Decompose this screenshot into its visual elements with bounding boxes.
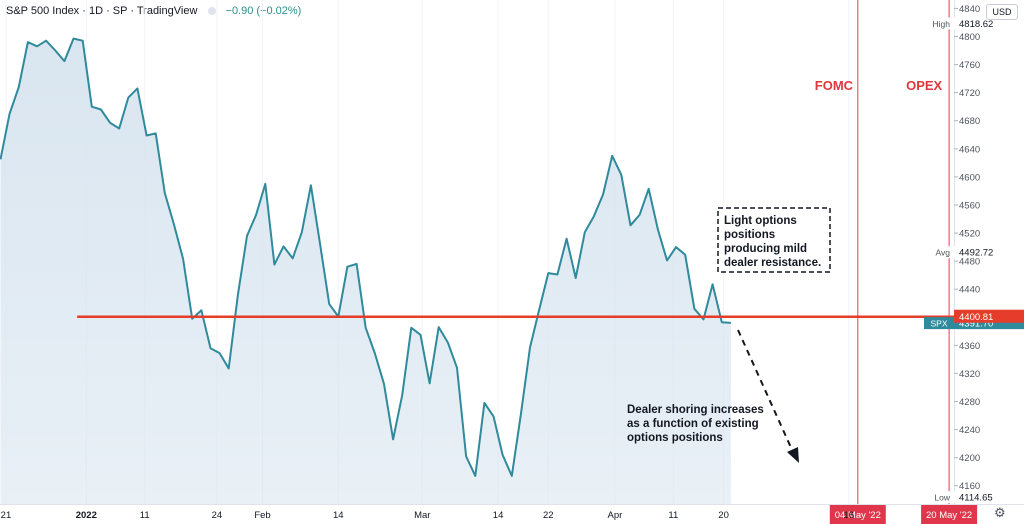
symbol-title: S&P 500 Index · 1D · SP · TradingView bbox=[6, 5, 198, 17]
x-tick-label: 11 bbox=[140, 510, 150, 521]
event-date-label: 20 May '22 bbox=[926, 510, 972, 521]
x-tick-label: 2022 bbox=[76, 510, 97, 521]
price-change: −0.90 (−0.02%) bbox=[225, 5, 302, 17]
y-tick-label: 4760 bbox=[959, 60, 980, 71]
support-price-label: 4400.81 bbox=[959, 312, 993, 323]
x-tick-label: 22 bbox=[543, 510, 554, 521]
y-tick-label: 4200 bbox=[959, 453, 980, 464]
high-tag-label: High bbox=[933, 19, 951, 29]
x-tick-label: 14 bbox=[333, 510, 344, 521]
x-tick-label: 16 bbox=[843, 510, 854, 521]
avg-price-label: 4492.72 bbox=[959, 248, 993, 259]
annotation-box-line: dealer resistance. bbox=[724, 257, 821, 269]
series-area bbox=[0, 38, 731, 504]
x-tick-label: 21 bbox=[1, 510, 12, 521]
y-tick-label: 4680 bbox=[959, 116, 980, 127]
gear-icon[interactable]: ⚙ bbox=[994, 505, 1006, 520]
x-tick-label: Feb bbox=[254, 510, 270, 521]
x-tick-label: 11 bbox=[668, 510, 678, 521]
y-tick-label: 4560 bbox=[959, 200, 980, 211]
annotation-arrow-shaft bbox=[737, 329, 794, 453]
annotation-text-line: Dealer shoring increases bbox=[627, 404, 764, 416]
low-price-label: 4114.65 bbox=[959, 493, 993, 504]
support-price-tag bbox=[954, 309, 1024, 323]
y-tick-label: 4520 bbox=[959, 229, 980, 240]
spx-tag bbox=[924, 317, 954, 330]
avg-price-bg bbox=[954, 246, 1024, 259]
y-tick-label: 4280 bbox=[959, 397, 980, 408]
currency-button[interactable]: USD bbox=[986, 4, 1018, 20]
event-date-tag bbox=[921, 505, 978, 524]
avg-tag bbox=[924, 246, 954, 259]
low-tag bbox=[924, 491, 954, 503]
event-label-fomc: FOMC bbox=[815, 78, 854, 93]
annotation-text-line: options positions bbox=[627, 432, 723, 444]
x-tick-label: 20 bbox=[718, 510, 729, 521]
annotation-text-line: as a function of existing bbox=[627, 418, 759, 430]
x-tick-label: Apr bbox=[608, 510, 623, 521]
event-date-tag bbox=[829, 505, 886, 524]
high-price-bg bbox=[954, 17, 1024, 30]
high-price-label: 4818.62 bbox=[959, 19, 993, 30]
y-tick-label: 4600 bbox=[959, 172, 980, 183]
y-tick-label: 4440 bbox=[959, 285, 980, 296]
high-tag bbox=[924, 17, 954, 30]
spx-price-label: 4391.70 bbox=[959, 319, 993, 330]
avg-tag-label: Avg bbox=[936, 248, 951, 258]
annotation-box bbox=[717, 207, 831, 273]
annotation-box-line: positions bbox=[724, 229, 775, 241]
y-tick-label: 4160 bbox=[959, 481, 980, 492]
spx-tag-label: SPX bbox=[930, 319, 947, 329]
series-line[interactable] bbox=[0, 37, 731, 477]
status-dot-icon bbox=[208, 7, 217, 15]
low-price-bg bbox=[954, 491, 1024, 503]
x-tick-label: Mar bbox=[414, 510, 430, 521]
y-tick-label: 4640 bbox=[959, 144, 980, 155]
annotation-box-line: producing mild bbox=[724, 243, 807, 255]
y-tick-label: 4360 bbox=[959, 341, 980, 352]
event-label-opex: OPEX bbox=[906, 78, 942, 93]
x-tick-label: 14 bbox=[493, 510, 504, 521]
chart-header: S&P 500 Index · 1D · SP · TradingView −0… bbox=[6, 5, 301, 17]
y-tick-label: 4480 bbox=[959, 257, 980, 268]
low-tag-label: Low bbox=[934, 493, 950, 503]
x-tick-label: 24 bbox=[212, 510, 223, 521]
event-date-label: 04 May '22 bbox=[835, 510, 881, 521]
y-tick-label: 4800 bbox=[959, 32, 980, 43]
y-tick-label: 4840 bbox=[959, 4, 980, 15]
y-tick-label: 4720 bbox=[959, 88, 980, 99]
price-axis[interactable] bbox=[954, 0, 1024, 524]
y-tick-label: 4240 bbox=[959, 425, 980, 436]
annotation-arrow-head-icon bbox=[787, 447, 799, 463]
y-tick-label: 4320 bbox=[959, 369, 980, 380]
annotation-box-line: Light options bbox=[724, 215, 797, 227]
